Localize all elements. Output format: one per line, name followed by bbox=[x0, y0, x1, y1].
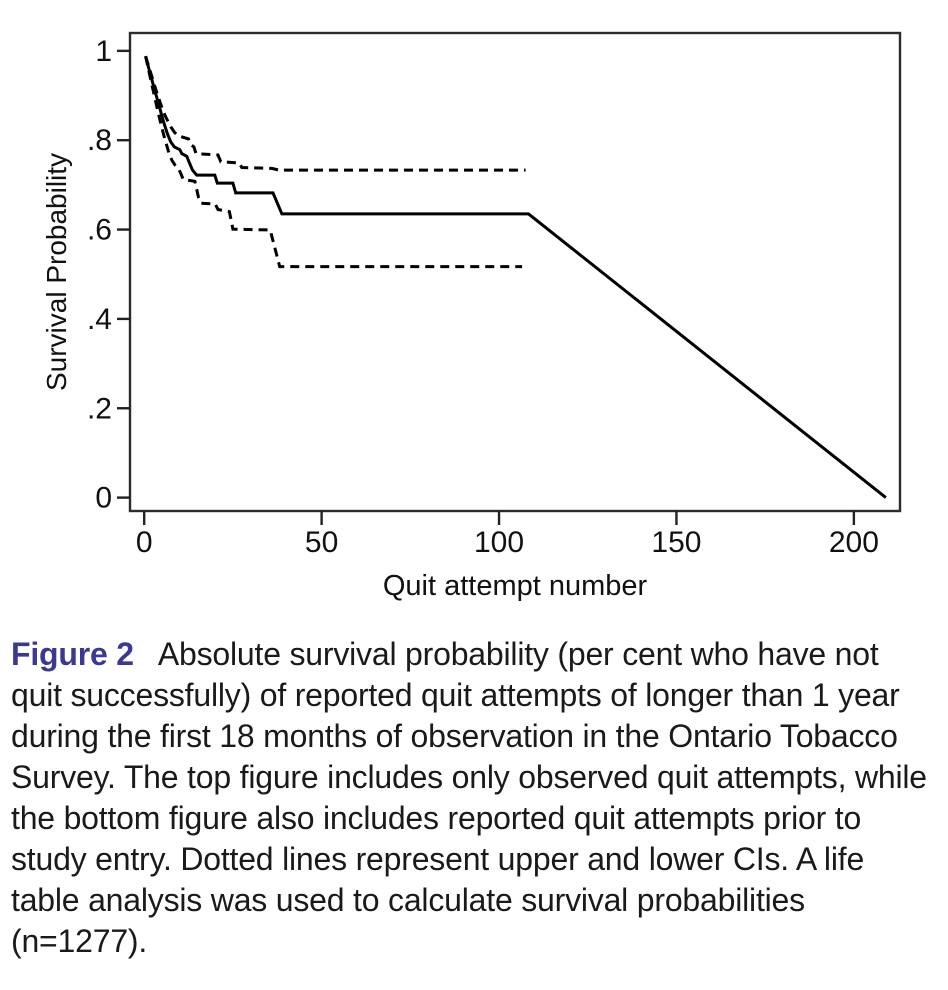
y-tick-label: .2 bbox=[87, 392, 112, 425]
y-tick-label: .8 bbox=[87, 124, 112, 157]
x-tick-label: 0 bbox=[136, 526, 153, 559]
plot-frame bbox=[128, 31, 902, 513]
y-tick-label: .4 bbox=[87, 303, 112, 336]
survival-estimate-line bbox=[144, 55, 887, 499]
figure-caption-text: Absolute survival probability (per cent … bbox=[11, 636, 927, 959]
x-tick-label: 150 bbox=[651, 526, 701, 559]
x-tick-label: 200 bbox=[829, 526, 879, 559]
figure-label: Figure 2 bbox=[11, 636, 134, 672]
y-tick-label: 1 bbox=[95, 35, 112, 68]
y-tick-label: 0 bbox=[95, 482, 112, 515]
x-axis-title: Quit attempt number bbox=[383, 570, 648, 602]
x-tick-label: 50 bbox=[305, 526, 338, 559]
figure-caption: Figure 2 Absolute survival probability (p… bbox=[11, 634, 937, 962]
upper-ci-line bbox=[144, 55, 526, 172]
x-tick-label: 100 bbox=[474, 526, 524, 559]
lower-ci-line bbox=[144, 55, 523, 269]
survival-chart: 0 .2 .4 .6 .8 1 0 50 100 150 200 Quit attempt numbe… bbox=[41, 31, 902, 602]
y-axis-title: Survival Probability bbox=[41, 153, 72, 391]
y-tick-label: .6 bbox=[87, 214, 112, 247]
survival-chart-svg: 0 .2 .4 .6 .8 1 0 50 100 150 200 Quit attempt numbe… bbox=[41, 31, 902, 602]
